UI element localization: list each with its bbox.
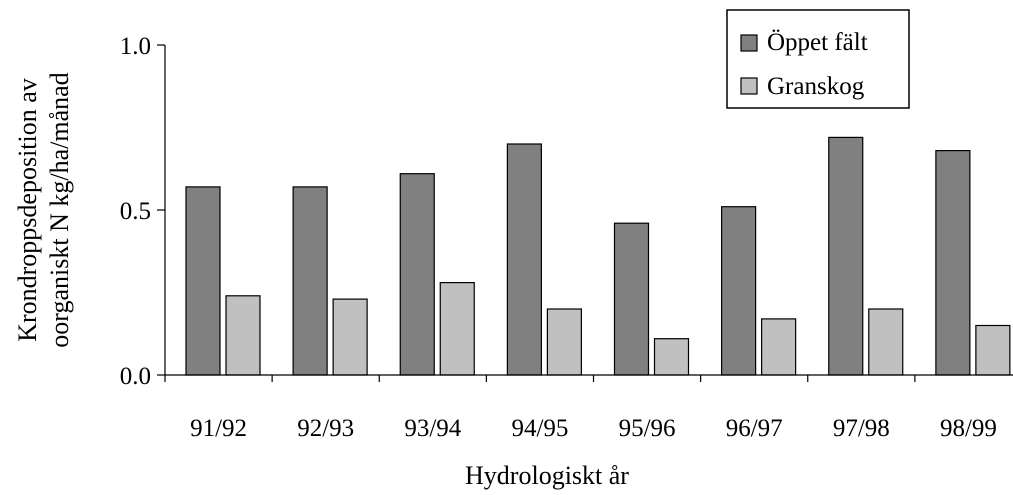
y-tick-label: 1.0 xyxy=(120,33,151,60)
y-axis-title-line-2: oorganiskt N kg/ha/månad xyxy=(45,72,74,347)
bar-oppet-falt-98-99 xyxy=(935,150,971,376)
bar-oppet-falt-91-92 xyxy=(185,186,221,376)
bar-oppet-falt-96-97 xyxy=(721,206,757,376)
bar-granskog-97-98 xyxy=(868,308,904,376)
x-axis-title: Hydrologiskt år xyxy=(465,461,629,490)
y-tick-label: 0.0 xyxy=(120,363,151,390)
bar-granskog-93-94 xyxy=(439,282,475,376)
bar-oppet-falt-97-98 xyxy=(828,136,864,376)
y-axis-title-line-1: Krondroppsdeposition av xyxy=(13,78,42,342)
bar-granskog-98-99 xyxy=(975,324,1011,376)
y-axis-title: Krondroppsdeposition av oorganiskt N kg/… xyxy=(13,72,74,347)
x-tick-label: 93/94 xyxy=(404,415,461,442)
x-tick-label: 96/97 xyxy=(726,415,783,442)
bar-oppet-falt-95-96 xyxy=(613,222,650,376)
legend-swatch-oppet-falt xyxy=(740,34,758,52)
legend-label-oppet-falt: Öppet fält xyxy=(767,29,868,56)
x-tick-label: 97/98 xyxy=(833,415,890,442)
bar-granskog-94-95 xyxy=(546,308,582,376)
y-tick-label: 0.5 xyxy=(120,198,151,225)
legend-label-granskog: Granskog xyxy=(767,73,865,100)
bar-granskog-96-97 xyxy=(761,318,797,376)
bar-granskog-92-93 xyxy=(332,298,368,376)
legend: Öppet fält Granskog xyxy=(726,9,910,109)
x-tick-label: 95/96 xyxy=(619,415,676,442)
x-tick-label: 94/95 xyxy=(511,415,568,442)
plot-area: 0.0 0.5 1.0 91/92 92/93 93/94 94/95 95/96 96/97 9… xyxy=(120,33,1013,442)
bar-granskog-91-92 xyxy=(225,295,261,376)
x-tick-label: 92/93 xyxy=(297,415,354,442)
legend-swatch-granskog xyxy=(740,77,758,95)
bar-oppet-falt-94-95 xyxy=(506,143,542,376)
bar-granskog-95-96 xyxy=(653,338,690,376)
x-tick-label: 98/99 xyxy=(940,415,997,442)
x-tick-label: 91/92 xyxy=(190,415,247,442)
bar-oppet-falt-93-94 xyxy=(399,173,435,376)
bar-oppet-falt-92-93 xyxy=(292,186,328,376)
